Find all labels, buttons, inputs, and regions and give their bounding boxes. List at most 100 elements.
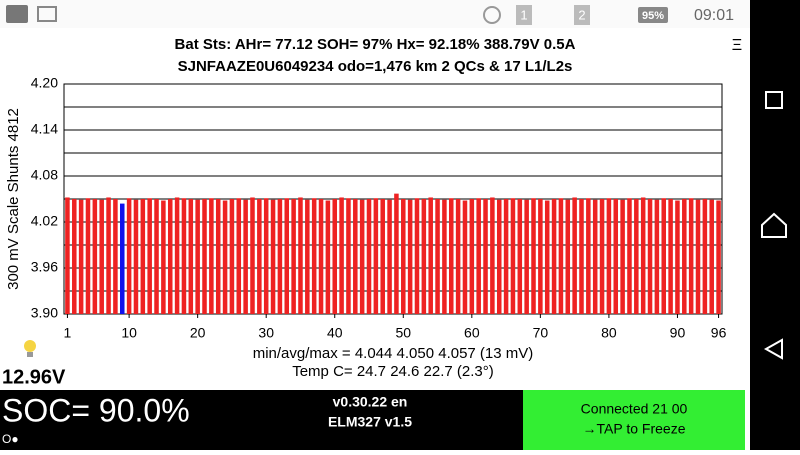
bar <box>634 199 639 314</box>
bar <box>318 199 324 314</box>
bar <box>599 199 605 314</box>
bar <box>65 197 70 314</box>
bar <box>661 198 667 314</box>
bulb-base <box>27 352 33 357</box>
bar <box>215 199 221 314</box>
bar <box>592 199 598 314</box>
footer <box>0 390 523 450</box>
sim1-label: 1 <box>520 7 527 22</box>
bar <box>161 200 166 314</box>
bar <box>133 199 139 314</box>
bar <box>455 199 461 314</box>
battery-icon <box>638 7 668 23</box>
bar <box>325 200 331 314</box>
bar <box>181 198 187 314</box>
menu-button[interactable]: Ξ <box>732 37 742 54</box>
sim2-label: 2 <box>578 7 585 22</box>
bar <box>448 198 454 314</box>
bar <box>387 199 392 314</box>
freeze-action: →TAP to Freeze <box>583 421 686 437</box>
bar <box>188 199 194 314</box>
x-tick-label: 80 <box>601 325 617 341</box>
bar <box>195 199 200 314</box>
bar <box>565 199 571 314</box>
x-tick-label: 50 <box>395 325 411 341</box>
bar <box>174 197 180 314</box>
bar <box>277 199 283 314</box>
header-line: SJNFAAZE0U6049234 odo=1,476 km 2 QCs & 1… <box>178 58 573 75</box>
bar <box>257 199 262 314</box>
bar <box>119 203 125 314</box>
bar <box>99 199 104 314</box>
bar <box>462 200 468 314</box>
bar <box>414 198 420 314</box>
bar <box>291 199 296 314</box>
bar <box>298 197 303 314</box>
bar <box>353 199 358 314</box>
clock: 09:01 <box>694 7 734 24</box>
bar <box>311 198 317 314</box>
bar <box>270 199 276 314</box>
bar <box>579 199 584 314</box>
x-tick-label: 60 <box>464 325 480 341</box>
connection-status: Connected 21 00 <box>581 401 688 417</box>
bar <box>428 197 433 314</box>
bar <box>544 200 550 314</box>
home-button[interactable] <box>761 212 787 238</box>
bar <box>236 198 242 314</box>
bar <box>92 199 98 314</box>
bar <box>421 199 427 314</box>
bar <box>613 199 619 314</box>
bar <box>586 198 591 314</box>
sim2-icon <box>574 5 590 25</box>
bar <box>496 199 502 314</box>
x-tick-label: 96 <box>711 325 727 341</box>
bar <box>222 200 228 314</box>
bar <box>229 199 235 314</box>
bar <box>366 199 372 314</box>
bar <box>435 199 440 314</box>
bar <box>654 199 660 314</box>
x-tick-label: 10 <box>121 325 137 341</box>
bar <box>620 199 625 314</box>
bar <box>113 199 118 314</box>
bar <box>284 198 290 314</box>
bar <box>647 199 653 314</box>
adapter: ELM327 v1.5 <box>328 414 412 430</box>
bar <box>154 199 159 314</box>
bar <box>675 200 680 314</box>
bar <box>716 200 721 314</box>
x-tick-label: 30 <box>258 325 274 341</box>
soc: SOC= 90.0% <box>2 392 190 428</box>
bar <box>510 198 516 314</box>
bar <box>243 199 248 314</box>
bar <box>373 198 379 314</box>
bar <box>250 197 255 314</box>
bar <box>85 198 91 314</box>
x-tick-label: 40 <box>327 325 343 341</box>
bar <box>380 199 385 314</box>
back-button[interactable] <box>763 338 783 360</box>
bar <box>483 199 488 314</box>
bar <box>682 199 687 314</box>
bar <box>72 199 77 314</box>
status-bar <box>0 0 750 28</box>
temps: Temp C= 24.7 24.6 22.7 (2.3°) <box>292 363 494 380</box>
bar <box>339 197 344 314</box>
recents-button[interactable] <box>765 91 783 109</box>
freeze-button[interactable] <box>523 390 745 450</box>
indicator: O● <box>2 432 19 446</box>
bar <box>305 199 310 314</box>
bar <box>606 198 612 314</box>
bar <box>394 193 399 314</box>
bar <box>688 198 694 314</box>
x-tick-label: 70 <box>533 325 549 341</box>
bar <box>476 198 481 314</box>
sim1-icon <box>516 5 532 25</box>
bar <box>346 198 351 314</box>
x-tick-label: 1 <box>64 325 72 341</box>
bar <box>359 199 365 314</box>
x-tick-label: 90 <box>670 325 686 341</box>
stats: min/avg/max = 4.044 4.050 4.057 (13 mV) <box>253 345 534 362</box>
